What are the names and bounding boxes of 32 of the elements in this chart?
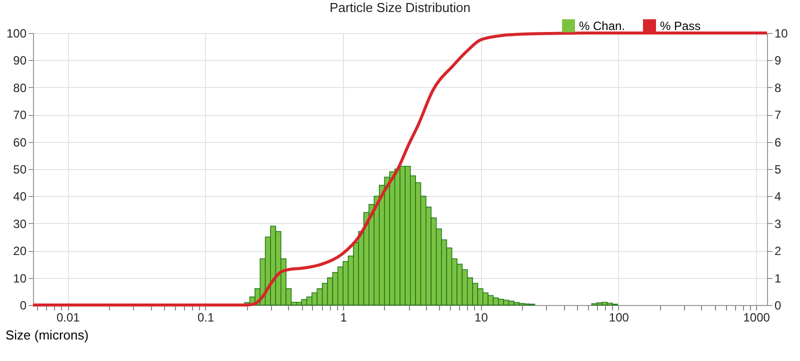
y-tick-label: 60: [13, 135, 27, 150]
y-tick-label: 100: [6, 26, 27, 40]
legend-label: % Chan.: [579, 18, 626, 33]
x-tick-label: 0.01: [56, 310, 80, 324]
y2-tick-label: 6: [774, 135, 782, 150]
y-tick-label: 0: [20, 298, 27, 312]
y-tick-label: 50: [13, 162, 27, 176]
x-tick-label: 0.1: [198, 310, 215, 324]
y2-tick-label: 3: [774, 216, 782, 231]
x-tick-label: 1: [340, 310, 348, 324]
y2-tick-label: 1: [774, 271, 782, 286]
y-tick-label: 40: [13, 190, 27, 204]
y2-tick-label: 10: [774, 26, 788, 40]
y2-tick-label: 9: [774, 54, 782, 68]
x-axis-title: Size (microns): [6, 328, 89, 342]
y-tick-label: 70: [13, 108, 27, 122]
y2-tick-label: 0: [774, 298, 782, 312]
x-tick-label: 1000: [743, 310, 770, 324]
y2-tick-label: 8: [774, 80, 782, 95]
x-tick-label: 10: [474, 310, 488, 324]
y-tick-label: 20: [13, 244, 27, 258]
legend-label: % Pass: [660, 18, 701, 33]
y2-tick-label: 4: [774, 190, 782, 204]
x-tick-label: 100: [608, 310, 630, 324]
y-tick-label: 30: [13, 216, 27, 231]
chart-title: Particle Size Distribution: [330, 0, 470, 15]
y-tick-label: 90: [13, 54, 27, 68]
y2-tick-label: 7: [774, 108, 782, 122]
y2-tick-label: 5: [774, 162, 782, 176]
y-tick-label: 10: [13, 271, 27, 286]
y-tick-label: 80: [13, 80, 27, 95]
y2-tick-label: 2: [774, 244, 782, 258]
